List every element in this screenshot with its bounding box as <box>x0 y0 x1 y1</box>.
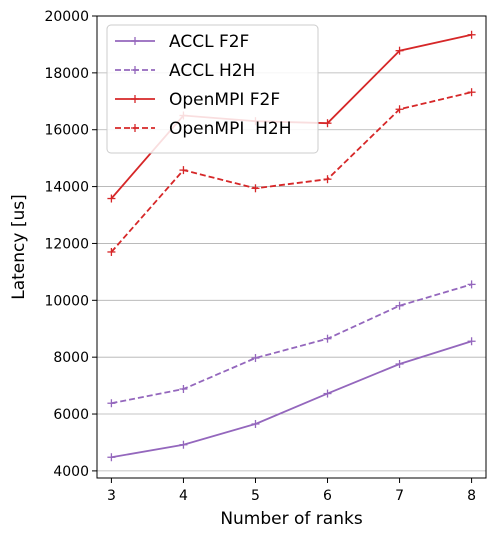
data-point-marker <box>467 337 476 346</box>
data-point-marker <box>131 95 139 103</box>
data-point-marker <box>107 399 116 408</box>
data-point-marker <box>323 334 332 343</box>
legend-label: ACCL F2F <box>169 32 249 52</box>
data-point-marker <box>179 385 188 394</box>
y-tick-label: 14000 <box>44 180 89 196</box>
series-0 <box>107 337 476 462</box>
x-tick-label: 8 <box>467 488 476 504</box>
series-line <box>111 283 472 405</box>
legend-entry: ACCL F2F <box>115 32 249 52</box>
data-point-marker <box>131 37 139 45</box>
series-3 <box>107 88 476 256</box>
y-tick-label: 12000 <box>44 236 89 252</box>
y-tick-label: 4000 <box>53 464 89 480</box>
series-1 <box>107 280 476 408</box>
series-line <box>111 340 472 459</box>
legend: ACCL F2F ACCL H2H OpenMPI F2F OpenMPI H2H <box>106 24 319 154</box>
x-tick-label: 6 <box>323 488 332 504</box>
legend-box <box>106 24 319 154</box>
data-point-marker <box>323 389 332 398</box>
data-point-marker <box>179 166 188 175</box>
legend-label: OpenMPI F2F <box>169 90 280 110</box>
y-tick-label: 10000 <box>44 293 89 309</box>
data-point-marker <box>251 354 260 363</box>
data-point-marker <box>323 175 332 184</box>
data-point-marker <box>467 88 476 97</box>
plot-frame <box>96 15 487 479</box>
y-axis-label: Latency [us] <box>9 194 29 300</box>
y-tick-label: 20000 <box>44 9 89 25</box>
data-point-marker <box>251 419 260 428</box>
data-point-marker <box>395 301 404 310</box>
data-point-marker <box>107 247 116 256</box>
legend-entry: OpenMPI H2H <box>115 119 292 139</box>
data-point-marker <box>131 66 139 74</box>
data-point-marker <box>467 30 476 39</box>
legend-label: ACCL H2H <box>169 61 255 81</box>
x-tick-label: 3 <box>107 488 116 504</box>
y-tick-label: 16000 <box>44 123 89 139</box>
legend-entry: OpenMPI F2F <box>115 90 280 110</box>
data-point-marker <box>107 453 116 462</box>
y-tick-label: 18000 <box>44 66 89 82</box>
data-point-marker <box>395 105 404 114</box>
data-point-marker <box>395 359 404 368</box>
data-point-marker <box>467 280 476 289</box>
data-point-marker <box>251 184 260 193</box>
data-point-marker <box>395 46 404 55</box>
data-point-marker <box>179 440 188 449</box>
legend-entry: ACCL H2H <box>115 61 255 81</box>
x-tick-label: 5 <box>251 488 260 504</box>
data-point-marker <box>131 124 139 132</box>
legend-label: OpenMPI H2H <box>169 119 292 139</box>
x-tick-label: 4 <box>179 488 188 504</box>
y-tick-label: 8000 <box>53 350 89 366</box>
data-point-marker <box>323 119 332 128</box>
series-line <box>110 91 472 253</box>
x-axis-label: Number of ranks <box>220 509 363 529</box>
data-point-marker <box>107 194 116 203</box>
x-tick-label: 7 <box>395 488 404 504</box>
y-tick-label: 6000 <box>53 407 89 423</box>
axis-ticks: 4000 6000 8000 10000 12000 14000 16000 18000 200… <box>44 9 476 504</box>
